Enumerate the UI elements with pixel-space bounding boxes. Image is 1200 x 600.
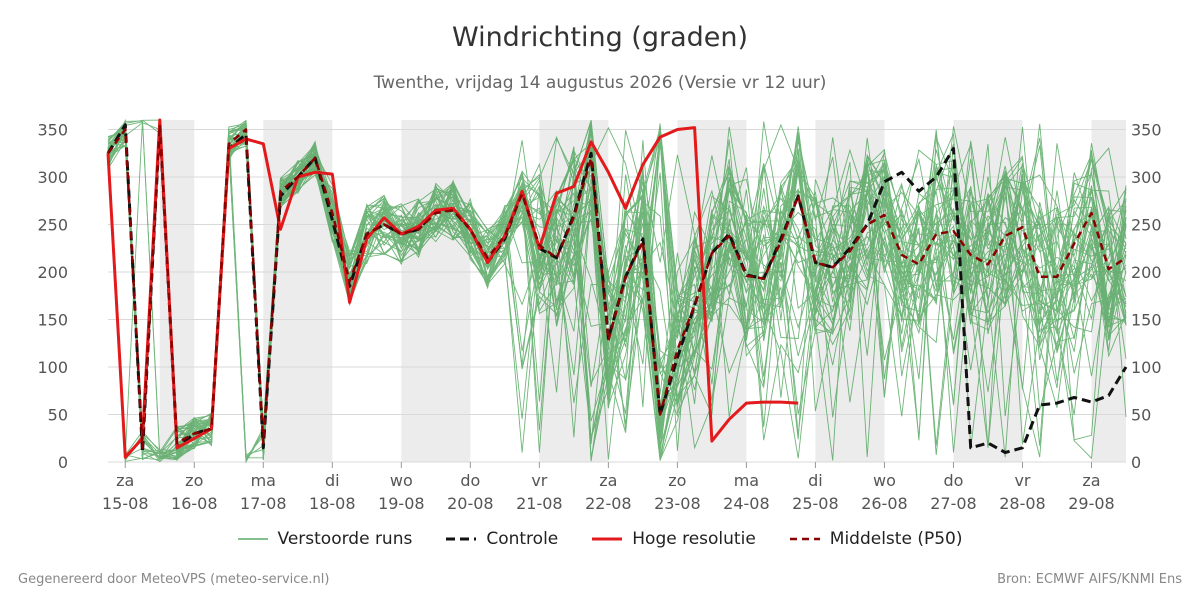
- legend-label-control: Controle: [486, 529, 559, 549]
- y-tick-label-left: 0: [58, 453, 68, 472]
- chart-legend: Verstoorde runs Controle Hoge resolutie …: [0, 529, 1200, 549]
- x-tick-weekday: vr: [1014, 471, 1030, 490]
- x-tick-date: 16-08: [171, 494, 218, 513]
- legend-swatch-ensemble: [237, 538, 268, 540]
- legend-item-hires: Hoge resolutie: [592, 529, 756, 549]
- legend-swatch-median: [789, 537, 820, 541]
- x-tick-weekday: za: [116, 471, 134, 490]
- y-tick-label-left: 150: [37, 311, 68, 330]
- x-tick-date: 22-08: [585, 494, 632, 513]
- chart-title: Windrichting (graden): [451, 22, 749, 53]
- y-tick-label-right: 200: [1131, 263, 1162, 282]
- x-tick-weekday: vr: [531, 471, 547, 490]
- x-tick-weekday: wo: [873, 471, 896, 490]
- x-tick-weekday: do: [943, 471, 963, 490]
- x-tick-date: 28-08: [999, 494, 1046, 513]
- y-tick-label-left: 250: [37, 216, 68, 235]
- y-tick-label-right: 150: [1131, 311, 1162, 330]
- chart-subtitle: Twenthe, vrijdag 14 augustus 2026 (Versi…: [373, 73, 827, 93]
- x-tick-date: 29-08: [1068, 494, 1115, 513]
- x-tick-weekday: za: [1082, 471, 1100, 490]
- legend-label-ensemble: Verstoorde runs: [277, 529, 413, 549]
- legend-label-median: Middelste (P50): [829, 529, 963, 549]
- x-tick-date: 26-08: [861, 494, 908, 513]
- x-tick-date: 23-08: [654, 494, 701, 513]
- footer-generated-by: Gegenereerd door MeteoVPS (meteo-service…: [18, 572, 330, 587]
- footer-source: Bron: ECMWF AIFS/KNMI Ens: [997, 572, 1182, 587]
- legend-swatch-hires: [592, 537, 623, 541]
- x-tick-weekday: di: [808, 471, 823, 490]
- y-tick-label-right: 50: [1131, 406, 1151, 425]
- x-tick-date: 15-08: [102, 494, 149, 513]
- legend-swatch-control: [446, 537, 477, 541]
- series-line-middelste-p50: [106, 123, 1127, 450]
- legend-item-control: Controle: [446, 529, 558, 549]
- x-tick-date: 18-08: [309, 494, 356, 513]
- x-tick-weekday: za: [599, 471, 617, 490]
- y-tick-label-right: 100: [1131, 358, 1162, 377]
- y-tick-label-left: 350: [37, 121, 68, 140]
- x-tick-weekday: zo: [185, 471, 203, 490]
- series-line-controle: [106, 123, 1128, 454]
- x-tick-weekday: ma: [251, 471, 276, 490]
- x-tick-date: 17-08: [240, 494, 287, 513]
- y-tick-label-right: 250: [1131, 216, 1162, 235]
- x-tick-date: 19-08: [378, 494, 425, 513]
- x-tick-weekday: ma: [734, 471, 759, 490]
- legend-item-ensemble: Verstoorde runs: [237, 529, 413, 549]
- x-tick-date: 25-08: [792, 494, 839, 513]
- legend-item-median: Middelste (P50): [789, 529, 963, 549]
- y-tick-label-left: 200: [37, 263, 68, 282]
- y-tick-label-right: 300: [1131, 168, 1162, 187]
- x-tick-date: 27-08: [930, 494, 977, 513]
- y-tick-label-left: 300: [37, 168, 68, 187]
- y-tick-label-right: 350: [1131, 121, 1162, 140]
- y-tick-label-right: 0: [1131, 453, 1141, 472]
- y-tick-label-left: 100: [37, 358, 68, 377]
- x-tick-date: 20-08: [447, 494, 494, 513]
- x-tick-weekday: di: [325, 471, 340, 490]
- legend-label-hires: Hoge resolutie: [632, 529, 756, 549]
- night-band-2: [401, 120, 471, 462]
- x-tick-weekday: do: [460, 471, 480, 490]
- x-tick-weekday: wo: [390, 471, 413, 490]
- x-tick-date: 24-08: [723, 494, 770, 513]
- x-tick-date: 21-08: [516, 494, 563, 513]
- x-tick-weekday: zo: [668, 471, 686, 490]
- night-band-0: [159, 120, 195, 462]
- y-tick-label-left: 50: [48, 406, 68, 425]
